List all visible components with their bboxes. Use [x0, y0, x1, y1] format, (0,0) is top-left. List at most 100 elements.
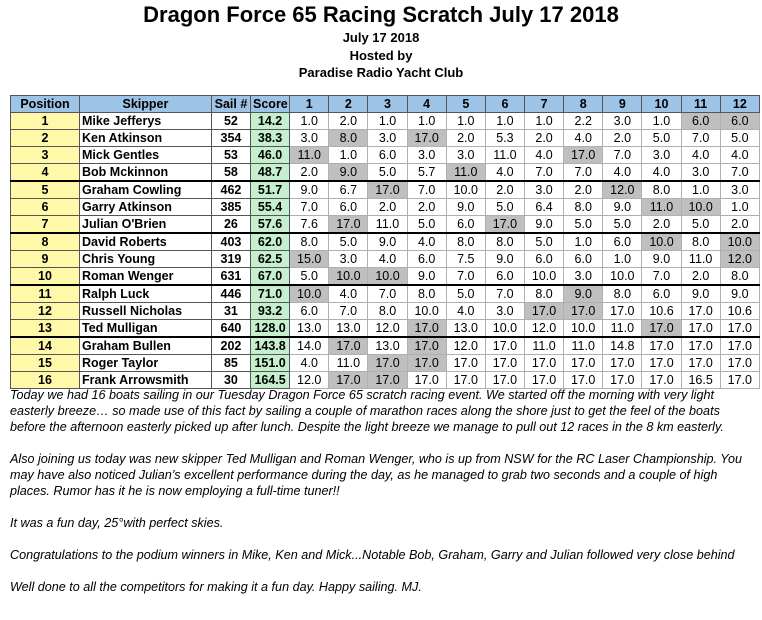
race-result-cell: 1.0 [641, 112, 682, 130]
race-result-dropped-cell: 11.0 [641, 198, 682, 216]
race-result-cell: 5.0 [719, 129, 761, 147]
column-header-race-4: 4 [406, 95, 447, 113]
skipper-cell: Frank Arrowsmith [79, 371, 212, 389]
sail-number-cell: 202 [210, 336, 252, 355]
race-result-cell: 3.0 [406, 146, 447, 164]
race-result-cell: 11.0 [484, 146, 526, 164]
sail-number-cell: 26 [210, 215, 252, 234]
score-cell: 62.5 [250, 250, 291, 268]
hosted-by-label: Hosted by [349, 48, 413, 63]
race-result-dropped-cell: 11.0 [445, 163, 486, 182]
race-result-dropped-cell: 17.0 [367, 180, 408, 199]
race-result-cell: 17.0 [523, 371, 565, 389]
race-result-dropped-cell: 17.0 [523, 302, 565, 320]
score-cell: 62.0 [250, 232, 291, 251]
race-result-cell: 7.0 [680, 129, 721, 147]
race-result-dropped-cell: 10.0 [328, 267, 369, 286]
table-row: 14 Graham Bullen 202 143.8 14.0 17.0 13.0 17.0 1… [9, 336, 761, 355]
race-result-dropped-cell: 9.0 [328, 163, 369, 182]
host-club: Paradise Radio Yacht Club [298, 65, 464, 80]
table-row: 10 Roman Wenger 631 67.0 5.0 10.0 10.0 9.0 7.0 6.… [9, 267, 761, 286]
position-cell: 5 [9, 180, 81, 199]
race-result-cell: 5.0 [602, 215, 643, 234]
race-result-dropped-cell: 17.0 [406, 319, 447, 338]
score-cell: 38.3 [250, 129, 291, 147]
skipper-cell: Roman Wenger [79, 267, 212, 286]
race-result-cell: 5.0 [289, 267, 330, 286]
race-result-cell: 17.0 [602, 302, 643, 320]
race-result-cell: 9.0 [367, 232, 408, 251]
sail-number-cell: 462 [210, 180, 252, 199]
race-result-cell: 11.0 [523, 336, 565, 355]
report-paragraph: Also joining us today was new skipper Te… [10, 452, 742, 498]
race-result-cell: 17.0 [484, 371, 526, 389]
report-paragraph: Today we had 16 boats sailing in our Tue… [10, 388, 724, 434]
race-result-cell: 5.3 [484, 129, 526, 147]
race-result-cell: 8.0 [563, 198, 604, 216]
race-result-cell: 5.0 [328, 232, 369, 251]
race-result-cell: 10.0 [406, 302, 447, 320]
position-cell: 9 [9, 250, 81, 268]
race-result-cell: 11.0 [367, 215, 408, 234]
race-result-cell: 8.0 [445, 232, 486, 251]
race-result-cell: 7.6 [289, 215, 330, 234]
table-row: 8 David Roberts 403 62.0 8.0 5.0 9.0 4.0 8.0 8.0 5… [9, 232, 761, 251]
race-result-cell: 6.0 [523, 250, 565, 268]
table-row: 1 Mike Jefferys 52 14.2 1.0 2.0 1.0 1.0 1.0 1.0 1.… [9, 112, 761, 130]
results-body: 1 Mike Jefferys 52 14.2 1.0 2.0 1.0 1.0 1.0 1.0 1.… [9, 112, 761, 389]
race-result-cell: 1.0 [602, 250, 643, 268]
race-result-cell: 17.0 [484, 336, 526, 355]
report-paragraph: Congratulations to the podium winners in… [10, 548, 735, 562]
race-result-cell: 16.5 [680, 371, 721, 389]
score-cell: 51.7 [250, 180, 291, 199]
position-cell: 6 [9, 198, 81, 216]
position-cell: 1 [9, 112, 81, 130]
race-result-cell: 10.6 [719, 302, 761, 320]
race-result-cell: 9.0 [719, 284, 761, 303]
race-result-cell: 3.0 [484, 302, 526, 320]
race-result-cell: 5.0 [484, 198, 526, 216]
race-result-cell: 6.0 [328, 198, 369, 216]
column-header-position: Position [9, 95, 81, 113]
sail-number-cell: 403 [210, 232, 252, 251]
sail-number-cell: 640 [210, 319, 252, 338]
column-header-score: Score [250, 95, 291, 113]
race-result-cell: 8.0 [406, 284, 447, 303]
race-result-cell: 7.0 [563, 163, 604, 182]
table-row: 16 Frank Arrowsmith 30 164.5 12.0 17.0 17.0 17.… [9, 371, 761, 389]
position-cell: 7 [9, 215, 81, 234]
race-result-cell: 7.0 [602, 146, 643, 164]
race-result-cell: 2.0 [523, 129, 565, 147]
race-result-cell: 17.0 [523, 354, 565, 372]
race-result-cell: 2.0 [406, 198, 447, 216]
race-result-dropped-cell: 8.0 [328, 129, 369, 147]
race-result-cell: 8.0 [680, 232, 721, 251]
race-result-dropped-cell: 17.0 [563, 302, 604, 320]
table-header-row: Position Skipper Sail # Score 1 2 3 4 5 … [9, 95, 761, 113]
sail-number-cell: 31 [210, 302, 252, 320]
race-result-cell: 3.0 [641, 146, 682, 164]
race-result-cell: 17.0 [445, 354, 486, 372]
sail-number-cell: 58 [210, 163, 252, 182]
race-result-cell: 5.0 [641, 129, 682, 147]
race-result-cell: 17.0 [680, 319, 721, 338]
race-result-dropped-cell: 17.0 [563, 146, 604, 164]
race-result-cell: 5.7 [406, 163, 447, 182]
race-result-cell: 6.0 [484, 267, 526, 286]
skipper-cell: Mike Jefferys [79, 112, 212, 130]
report-paragraph: It was a fun day, 25°with perfect skies. [10, 516, 224, 530]
race-result-cell: 4.0 [563, 129, 604, 147]
race-result-cell: 4.0 [367, 250, 408, 268]
race-result-cell: 4.0 [523, 146, 565, 164]
race-result-dropped-cell: 17.0 [406, 336, 447, 355]
race-result-cell: 17.0 [719, 371, 761, 389]
race-result-cell: 12.0 [289, 371, 330, 389]
skipper-cell: Roger Taylor [79, 354, 212, 372]
race-result-dropped-cell: 17.0 [367, 371, 408, 389]
race-result-cell: 12.0 [445, 336, 486, 355]
table-row: 6 Garry Atkinson 385 55.4 7.0 6.0 2.0 2.0 9.0 5.0… [9, 198, 761, 216]
race-result-cell: 6.0 [602, 232, 643, 251]
position-cell: 14 [9, 336, 81, 355]
column-header-race-3: 3 [367, 95, 408, 113]
skipper-cell: Ralph Luck [79, 284, 212, 303]
